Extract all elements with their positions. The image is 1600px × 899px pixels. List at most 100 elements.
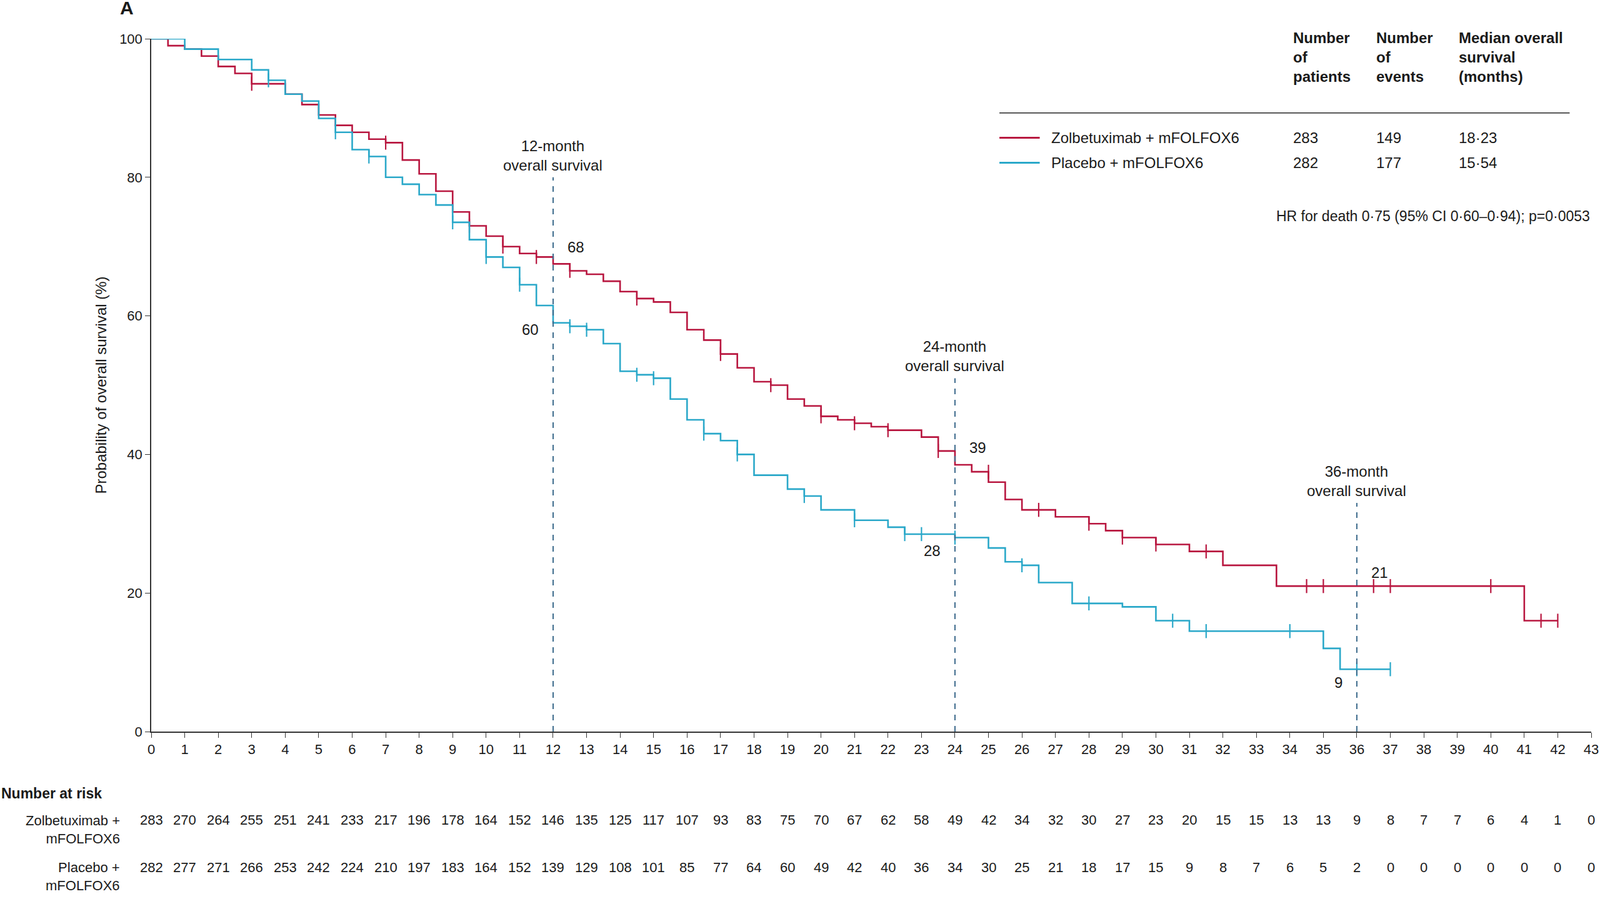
svg-text:0: 0	[135, 724, 143, 740]
svg-text:27: 27	[1115, 812, 1130, 829]
svg-text:0: 0	[1587, 812, 1595, 829]
svg-text:5: 5	[1319, 860, 1327, 876]
svg-text:224: 224	[340, 860, 364, 876]
svg-text:4: 4	[1520, 812, 1529, 829]
svg-text:9: 9	[448, 741, 457, 758]
svg-text:266: 266	[240, 860, 264, 876]
svg-text:25: 25	[1014, 860, 1030, 876]
svg-text:Median overallsurvival(months): Median overallsurvival(months)	[1458, 29, 1564, 85]
svg-text:3: 3	[248, 741, 256, 758]
svg-text:18: 18	[746, 741, 762, 758]
svg-text:60: 60	[780, 860, 795, 876]
svg-text:32: 32	[1048, 812, 1064, 829]
svg-text:28: 28	[923, 542, 941, 560]
svg-text:9: 9	[1353, 812, 1361, 829]
svg-text:101: 101	[641, 860, 665, 876]
svg-text:8: 8	[1219, 860, 1227, 876]
svg-text:A: A	[120, 0, 134, 19]
svg-text:117: 117	[642, 812, 665, 829]
svg-text:241: 241	[306, 812, 330, 829]
svg-text:Zolbetuximab +mFOLFOX6: Zolbetuximab +mFOLFOX6	[25, 813, 120, 847]
svg-text:85: 85	[679, 860, 695, 876]
svg-text:Probability of overall surviva: Probability of overall survival (%)	[92, 276, 110, 494]
svg-text:20: 20	[126, 585, 142, 602]
svg-text:100: 100	[119, 31, 143, 47]
svg-text:9: 9	[1185, 860, 1194, 876]
svg-text:196: 196	[407, 812, 431, 829]
svg-text:0: 0	[1553, 860, 1562, 876]
svg-text:13: 13	[578, 741, 594, 758]
svg-text:41: 41	[1516, 741, 1532, 758]
svg-text:146: 146	[541, 812, 565, 829]
svg-text:37: 37	[1382, 741, 1398, 758]
svg-text:197: 197	[407, 860, 431, 876]
svg-text:64: 64	[746, 860, 762, 876]
svg-text:149: 149	[1376, 129, 1402, 147]
svg-text:5: 5	[315, 741, 323, 758]
svg-text:31: 31	[1181, 741, 1197, 758]
svg-text:42: 42	[846, 860, 862, 876]
svg-text:233: 233	[340, 812, 364, 829]
svg-text:2: 2	[214, 741, 222, 758]
svg-text:253: 253	[273, 860, 297, 876]
svg-text:0: 0	[1386, 860, 1395, 876]
svg-text:251: 251	[273, 812, 297, 829]
svg-text:4: 4	[281, 741, 289, 758]
svg-text:28: 28	[1081, 741, 1097, 758]
svg-text:13: 13	[1282, 812, 1298, 829]
svg-text:264: 264	[206, 812, 230, 829]
svg-text:0: 0	[1420, 860, 1428, 876]
svg-text:Zolbetuximab + mFOLFOX6: Zolbetuximab + mFOLFOX6	[1051, 129, 1240, 147]
svg-text:20: 20	[1181, 812, 1197, 829]
svg-text:27: 27	[1047, 741, 1063, 758]
svg-text:17: 17	[713, 741, 729, 758]
svg-text:183: 183	[441, 860, 465, 876]
svg-text:6: 6	[348, 741, 356, 758]
svg-text:6: 6	[1286, 860, 1294, 876]
svg-text:15: 15	[645, 741, 661, 758]
svg-text:270: 270	[173, 812, 197, 829]
svg-text:282: 282	[140, 860, 164, 876]
svg-text:11: 11	[512, 741, 527, 758]
svg-text:17: 17	[1115, 860, 1130, 876]
svg-text:1: 1	[1553, 812, 1562, 829]
svg-text:210: 210	[374, 860, 398, 876]
svg-text:107: 107	[675, 812, 699, 829]
svg-text:39: 39	[1449, 741, 1465, 758]
svg-text:283: 283	[140, 812, 164, 829]
svg-text:7: 7	[1453, 812, 1462, 829]
svg-text:83: 83	[746, 812, 762, 829]
svg-text:22: 22	[880, 741, 896, 758]
svg-text:7: 7	[381, 741, 390, 758]
svg-text:49: 49	[947, 812, 963, 829]
svg-text:217: 217	[374, 812, 398, 829]
svg-text:177: 177	[1376, 154, 1402, 172]
svg-text:24-monthoverall survival: 24-monthoverall survival	[905, 338, 1005, 375]
svg-text:23: 23	[1148, 812, 1164, 829]
svg-text:14: 14	[612, 741, 628, 758]
svg-text:0: 0	[1486, 860, 1495, 876]
svg-text:34: 34	[1014, 812, 1030, 829]
svg-text:282: 282	[1293, 154, 1319, 172]
svg-text:18·23: 18·23	[1458, 129, 1497, 147]
svg-text:8: 8	[415, 741, 424, 758]
svg-text:15: 15	[1148, 860, 1164, 876]
svg-text:19: 19	[780, 741, 795, 758]
svg-text:Number at risk: Number at risk	[1, 785, 102, 802]
svg-text:12-monthoverall survival: 12-monthoverall survival	[503, 137, 603, 174]
svg-text:30: 30	[1148, 741, 1164, 758]
svg-text:20: 20	[813, 741, 829, 758]
svg-text:164: 164	[474, 812, 498, 829]
svg-text:21: 21	[846, 741, 862, 758]
svg-text:26: 26	[1014, 741, 1030, 758]
svg-text:0: 0	[147, 741, 155, 758]
svg-text:30: 30	[1081, 812, 1097, 829]
svg-text:Numberofevents: Numberofevents	[1376, 29, 1434, 85]
svg-text:80: 80	[126, 170, 142, 186]
svg-text:93: 93	[713, 812, 729, 829]
svg-text:40: 40	[1483, 741, 1499, 758]
svg-text:135: 135	[575, 812, 599, 829]
svg-text:32: 32	[1215, 741, 1230, 758]
svg-text:12: 12	[545, 741, 561, 758]
svg-text:271: 271	[206, 860, 230, 876]
